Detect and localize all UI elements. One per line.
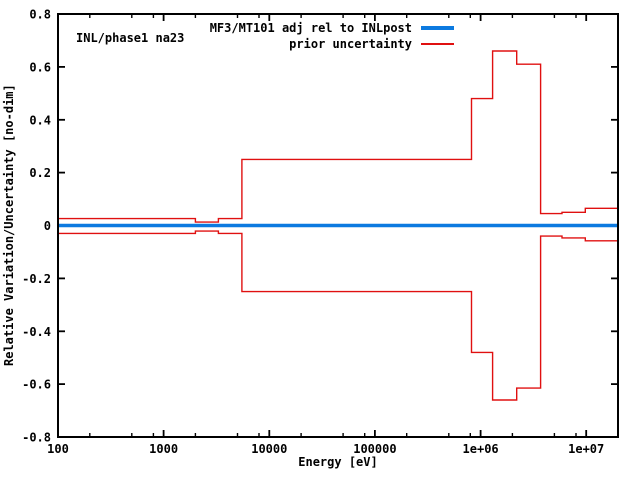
legend-entry-prior: prior uncertainty <box>210 36 454 51</box>
x-axis-label: Energy [eV] <box>298 455 378 469</box>
y-tick-label: 0 <box>44 219 51 233</box>
series-prior-uncertainty-lower <box>58 230 618 401</box>
y-axis-label: Relative Variation/Uncertainty [no-dim] <box>2 84 16 367</box>
legend-line-sample-blue <box>421 25 454 30</box>
x-tick-label: 10000 <box>251 442 287 456</box>
inplot-title: INL/phase1 na23 <box>76 31 185 45</box>
x-tick-label: 1000 <box>149 442 178 456</box>
y-tick-label: -0.2 <box>22 272 51 286</box>
y-tick-label: -0.6 <box>22 378 51 392</box>
y-tick-label: 0.2 <box>29 166 51 180</box>
plot-border <box>57 13 619 438</box>
legend: MF3/MT101 adj rel to INLpost prior uncer… <box>210 20 454 51</box>
y-tick-label: 0.6 <box>29 60 51 74</box>
legend-label-prior: prior uncertainty <box>289 36 412 51</box>
x-tick-label: 1e+07 <box>568 442 604 456</box>
y-tick-label: 0.4 <box>29 113 51 127</box>
x-tick-label: 1e+06 <box>463 442 499 456</box>
legend-label-adjusted: MF3/MT101 adj rel to INLpost <box>209 20 412 35</box>
x-tick-label: 100 <box>47 442 69 456</box>
series-prior-uncertainty-upper <box>58 50 618 223</box>
y-tick-label: -0.4 <box>22 325 51 339</box>
y-tick-label: -0.8 <box>22 431 51 445</box>
legend-line-sample-red <box>421 42 454 45</box>
x-tick-label: 100000 <box>353 442 396 456</box>
legend-entry-adjusted: MF3/MT101 adj rel to INLpost <box>210 20 454 35</box>
y-tick-label: 0.8 <box>29 8 51 22</box>
